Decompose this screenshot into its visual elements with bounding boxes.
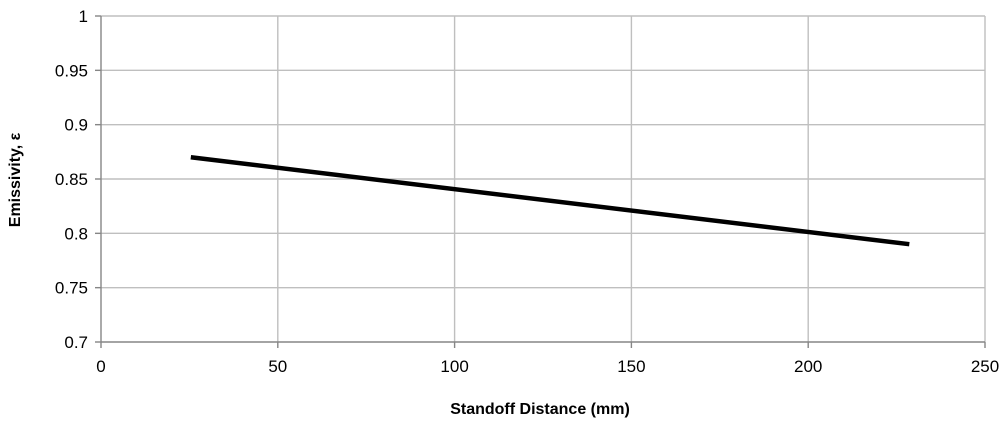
y-tick-label: 0.8	[64, 224, 88, 243]
y-tick-label: 0.95	[55, 61, 88, 80]
x-tick-label: 250	[971, 357, 999, 376]
series-group	[190, 155, 910, 247]
y-axis-title: Emissivity, ε	[7, 132, 24, 227]
x-tick-label: 0	[96, 357, 105, 376]
x-tick-label: 200	[794, 357, 822, 376]
y-tick-label: 0.9	[64, 116, 88, 135]
x-tick-label: 100	[440, 357, 468, 376]
y-tick-label: 0.7	[64, 333, 88, 352]
x-tick-label: 150	[617, 357, 645, 376]
axes	[95, 15, 986, 348]
gridlines	[101, 15, 986, 342]
series-line	[190, 155, 910, 247]
x-tick-label: 50	[268, 357, 287, 376]
y-tick-label: 0.75	[55, 279, 88, 298]
y-tick-label: 1	[79, 7, 88, 26]
x-axis-title: Standoff Distance (mm)	[450, 401, 630, 418]
x-tick-labels: 0 50 100 150 200 250	[96, 357, 999, 376]
y-tick-labels: 0.7 0.75 0.8 0.85 0.9 0.95 1	[55, 7, 88, 352]
y-tick-label: 0.85	[55, 170, 88, 189]
